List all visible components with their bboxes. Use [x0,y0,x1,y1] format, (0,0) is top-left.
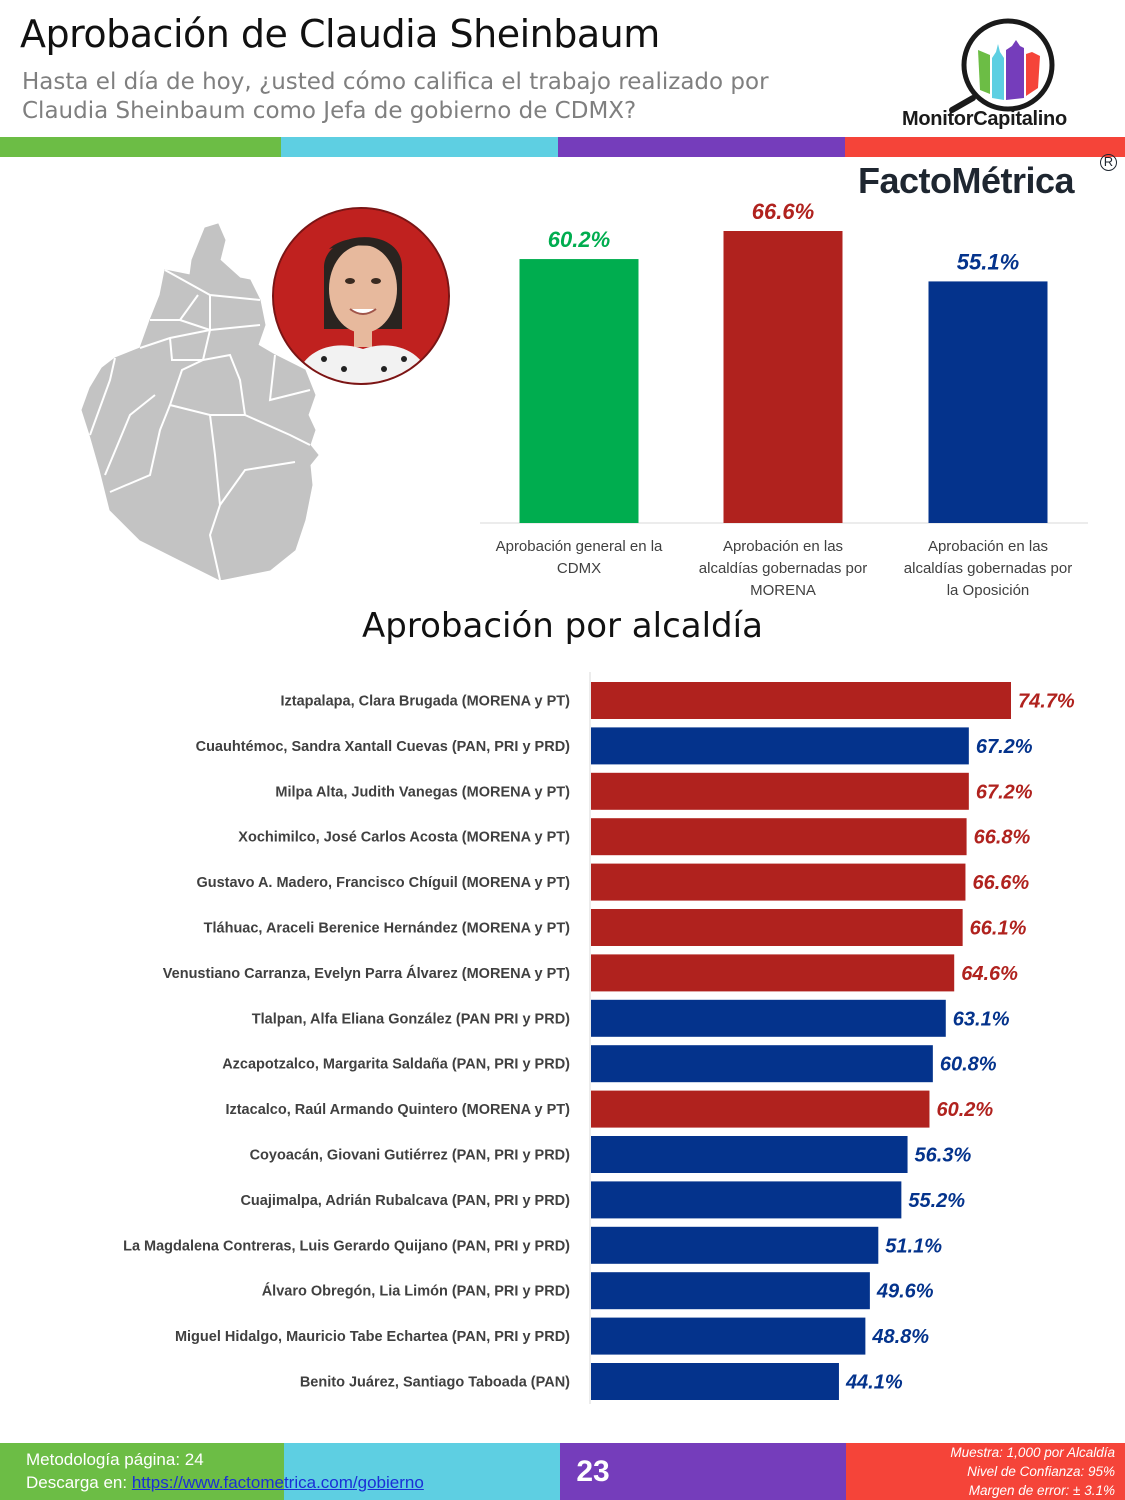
alcaldia-bar-value-label: 56.3% [915,1145,972,1167]
alcaldia-category-label: Cuauhtémoc, Sandra Xantall Cuevas (PAN, … [196,739,571,755]
alcaldia-bar-value-label: 66.1% [970,918,1027,940]
registered-mark-icon: R [1100,154,1117,171]
monitor-capitalino-logo-icon [949,18,1055,113]
summary-bar [723,231,843,523]
summary-category-label: Aprobación en las alcaldías gobernadas po… [699,538,867,599]
survey-details: Muestra: 1,000 por Alcaldía Nivel de Con… [950,1443,1115,1500]
sample-size: Muestra: 1,000 por Alcaldía [950,1445,1115,1460]
alcaldia-bar [591,954,955,992]
alcaldia-bar [591,682,1011,719]
alcaldia-bar-chart: 74.7% Iztapalapa, Clara Brugada (MORENA y… [123,672,1075,1404]
download-prefix: Descarga en: [26,1473,132,1492]
summary-category-label-line: Aprobación general en la [496,538,663,555]
summary-bar-value-label: 60.2% [548,227,610,252]
alcaldia-bar [591,863,966,901]
alcaldia-bar-value-label: 60.8% [940,1054,997,1076]
alcaldia-bar-value-label: 63.1% [953,1008,1010,1030]
alcaldia-category-label: Xochimilco, José Carlos Acosta (MORENA y… [238,830,570,846]
alcaldia-category-label: Tláhuac, Araceli Berenice Hernández (MOR… [204,921,571,937]
alcaldia-bar [591,727,969,765]
stripe-red [845,137,1125,157]
alcaldia-bar [591,1090,930,1128]
alcaldia-bar [591,1317,866,1355]
alcaldia-bar-value-label: 67.2% [976,736,1033,758]
alcaldia-bar [591,1045,933,1083]
footer-info: Metodología página: 24 Descarga en: http… [26,1448,424,1494]
alcaldia-category-label: Álvaro Obregón, Lia Limón (PAN, PRI y PR… [262,1283,570,1300]
alcaldia-category-label: Iztapalapa, Clara Brugada (MORENA y PT) [280,694,570,710]
summary-category-label-line: CDMX [557,560,601,577]
alcaldia-category-label: Miguel Hidalgo, Mauricio Tabe Echartea (… [175,1329,570,1345]
alcaldia-category-label: La Magdalena Contreras, Luis Gerardo Qui… [123,1238,570,1254]
summary-category-label-line: alcaldías gobernadas por [904,560,1072,577]
summary-category-label-line: la Oposición [947,582,1030,599]
alcaldia-bar-value-label: 74.7% [1018,691,1075,713]
alcaldia-bar-value-label: 60.2% [936,1099,993,1121]
page-subtitle: Hasta el día de hoy, ¿usted cómo calific… [22,68,842,126]
alcaldia-bar [591,1136,908,1173]
alcaldia-bar-value-label: 66.8% [974,827,1031,849]
margin-of-error: Margen de error: ± 3.1% [968,1483,1115,1498]
alcaldia-category-label: Venustiano Carranza, Evelyn Parra Álvare… [163,965,570,982]
alcaldia-category-label: Cuajimalpa, Adrián Rubalcava (PAN, PRI y… [240,1193,570,1209]
methodology-note: Metodología página: 24 [26,1450,204,1469]
alcaldia-category-label: Gustavo A. Madero, Francisco Chíguil (MO… [196,875,570,891]
alcaldia-bar-value-label: 51.1% [885,1235,942,1257]
alcaldia-bar-value-label: 48.8% [871,1326,929,1348]
portrait-icon [274,209,448,383]
summary-category-label-line: MORENA [750,582,816,599]
footer-green-block [0,1443,284,1500]
page-number: 23 [576,1455,610,1488]
confidence-level: Nivel de Confianza: 95% [967,1464,1115,1479]
alcaldia-bar [591,818,967,856]
summary-category-label-line: Aprobación en las [928,538,1048,555]
factometrica-wordmark: FactoMétrica [858,160,1075,201]
alcaldia-bar [591,1226,879,1264]
footer-cyan-block [284,1443,560,1500]
summary-bar-value-label: 55.1% [957,249,1019,274]
claudia-sheinbaum-avatar [272,207,450,385]
stripe-purple [558,137,845,157]
summary-category-label-line: Aprobación en las [723,538,843,555]
monitor-capitalino-wordmark: MonitorCapitalino [902,108,1067,130]
summary-bar-chart: 60.2% Aprobación general en la CDMX 66.6% Ap… [480,200,1088,599]
summary-category-label-line: alcaldías gobernadas por [699,560,867,577]
alcaldia-bar-value-label: 44.1% [845,1372,903,1394]
cdmx-map-icon [81,223,319,580]
alcaldia-bar [591,1272,870,1310]
summary-category-label: Aprobación general en la CDMX [496,538,663,577]
summary-bar [928,281,1048,523]
alcaldia-bar-value-label: 66.6% [972,872,1029,894]
alcaldia-chart-title: Aprobación por alcaldía [362,606,763,646]
footer-purple-block [560,1443,846,1500]
alcaldia-bar [591,999,946,1037]
alcaldia-category-label: Benito Juárez, Santiago Taboada (PAN) [300,1375,570,1391]
page-title: Aprobación de Claudia Sheinbaum [20,12,660,56]
stripe-green [0,137,281,157]
alcaldia-category-label: Azcapotzalco, Margarita Saldaña (PAN, PR… [222,1057,570,1073]
subtitle-line-2: Claudia Sheinbaum como Jefa de gobierno … [22,98,637,124]
alcaldia-bar [591,1363,839,1400]
alcaldia-category-label: Coyoacán, Giovani Gutiérrez (PAN, PRI y … [250,1148,571,1164]
footer-red-block [846,1443,1125,1500]
alcaldia-bar [591,772,969,810]
alcaldia-bar-value-label: 67.2% [976,781,1033,803]
download-link[interactable]: https://www.factometrica.com/gobierno [131,1473,424,1492]
alcaldia-bar-value-label: 49.6% [876,1281,934,1303]
alcaldia-bar-value-label: 64.6% [961,963,1018,985]
summary-bar-value-label: 66.6% [752,200,814,224]
alcaldia-bar [591,909,963,946]
download-line: Descarga en: https://www.factometrica.co… [26,1471,424,1494]
alcaldia-category-label: Tlalpan, Alfa Eliana González (PAN PRI y… [252,1011,570,1027]
alcaldia-bar [591,1181,902,1219]
subtitle-line-1: Hasta el día de hoy, ¿usted cómo calific… [22,69,769,95]
alcaldia-bar-value-label: 55.2% [908,1190,965,1212]
stripe-cyan [281,137,558,157]
alcaldia-category-label: Milpa Alta, Judith Vanegas (MORENA y PT) [275,784,570,800]
summary-bar [519,259,639,523]
alcaldia-category-label: Iztacalco, Raúl Armando Quintero (MORENA… [225,1102,570,1118]
summary-category-label: Aprobación en las alcaldías gobernadas po… [904,538,1072,599]
